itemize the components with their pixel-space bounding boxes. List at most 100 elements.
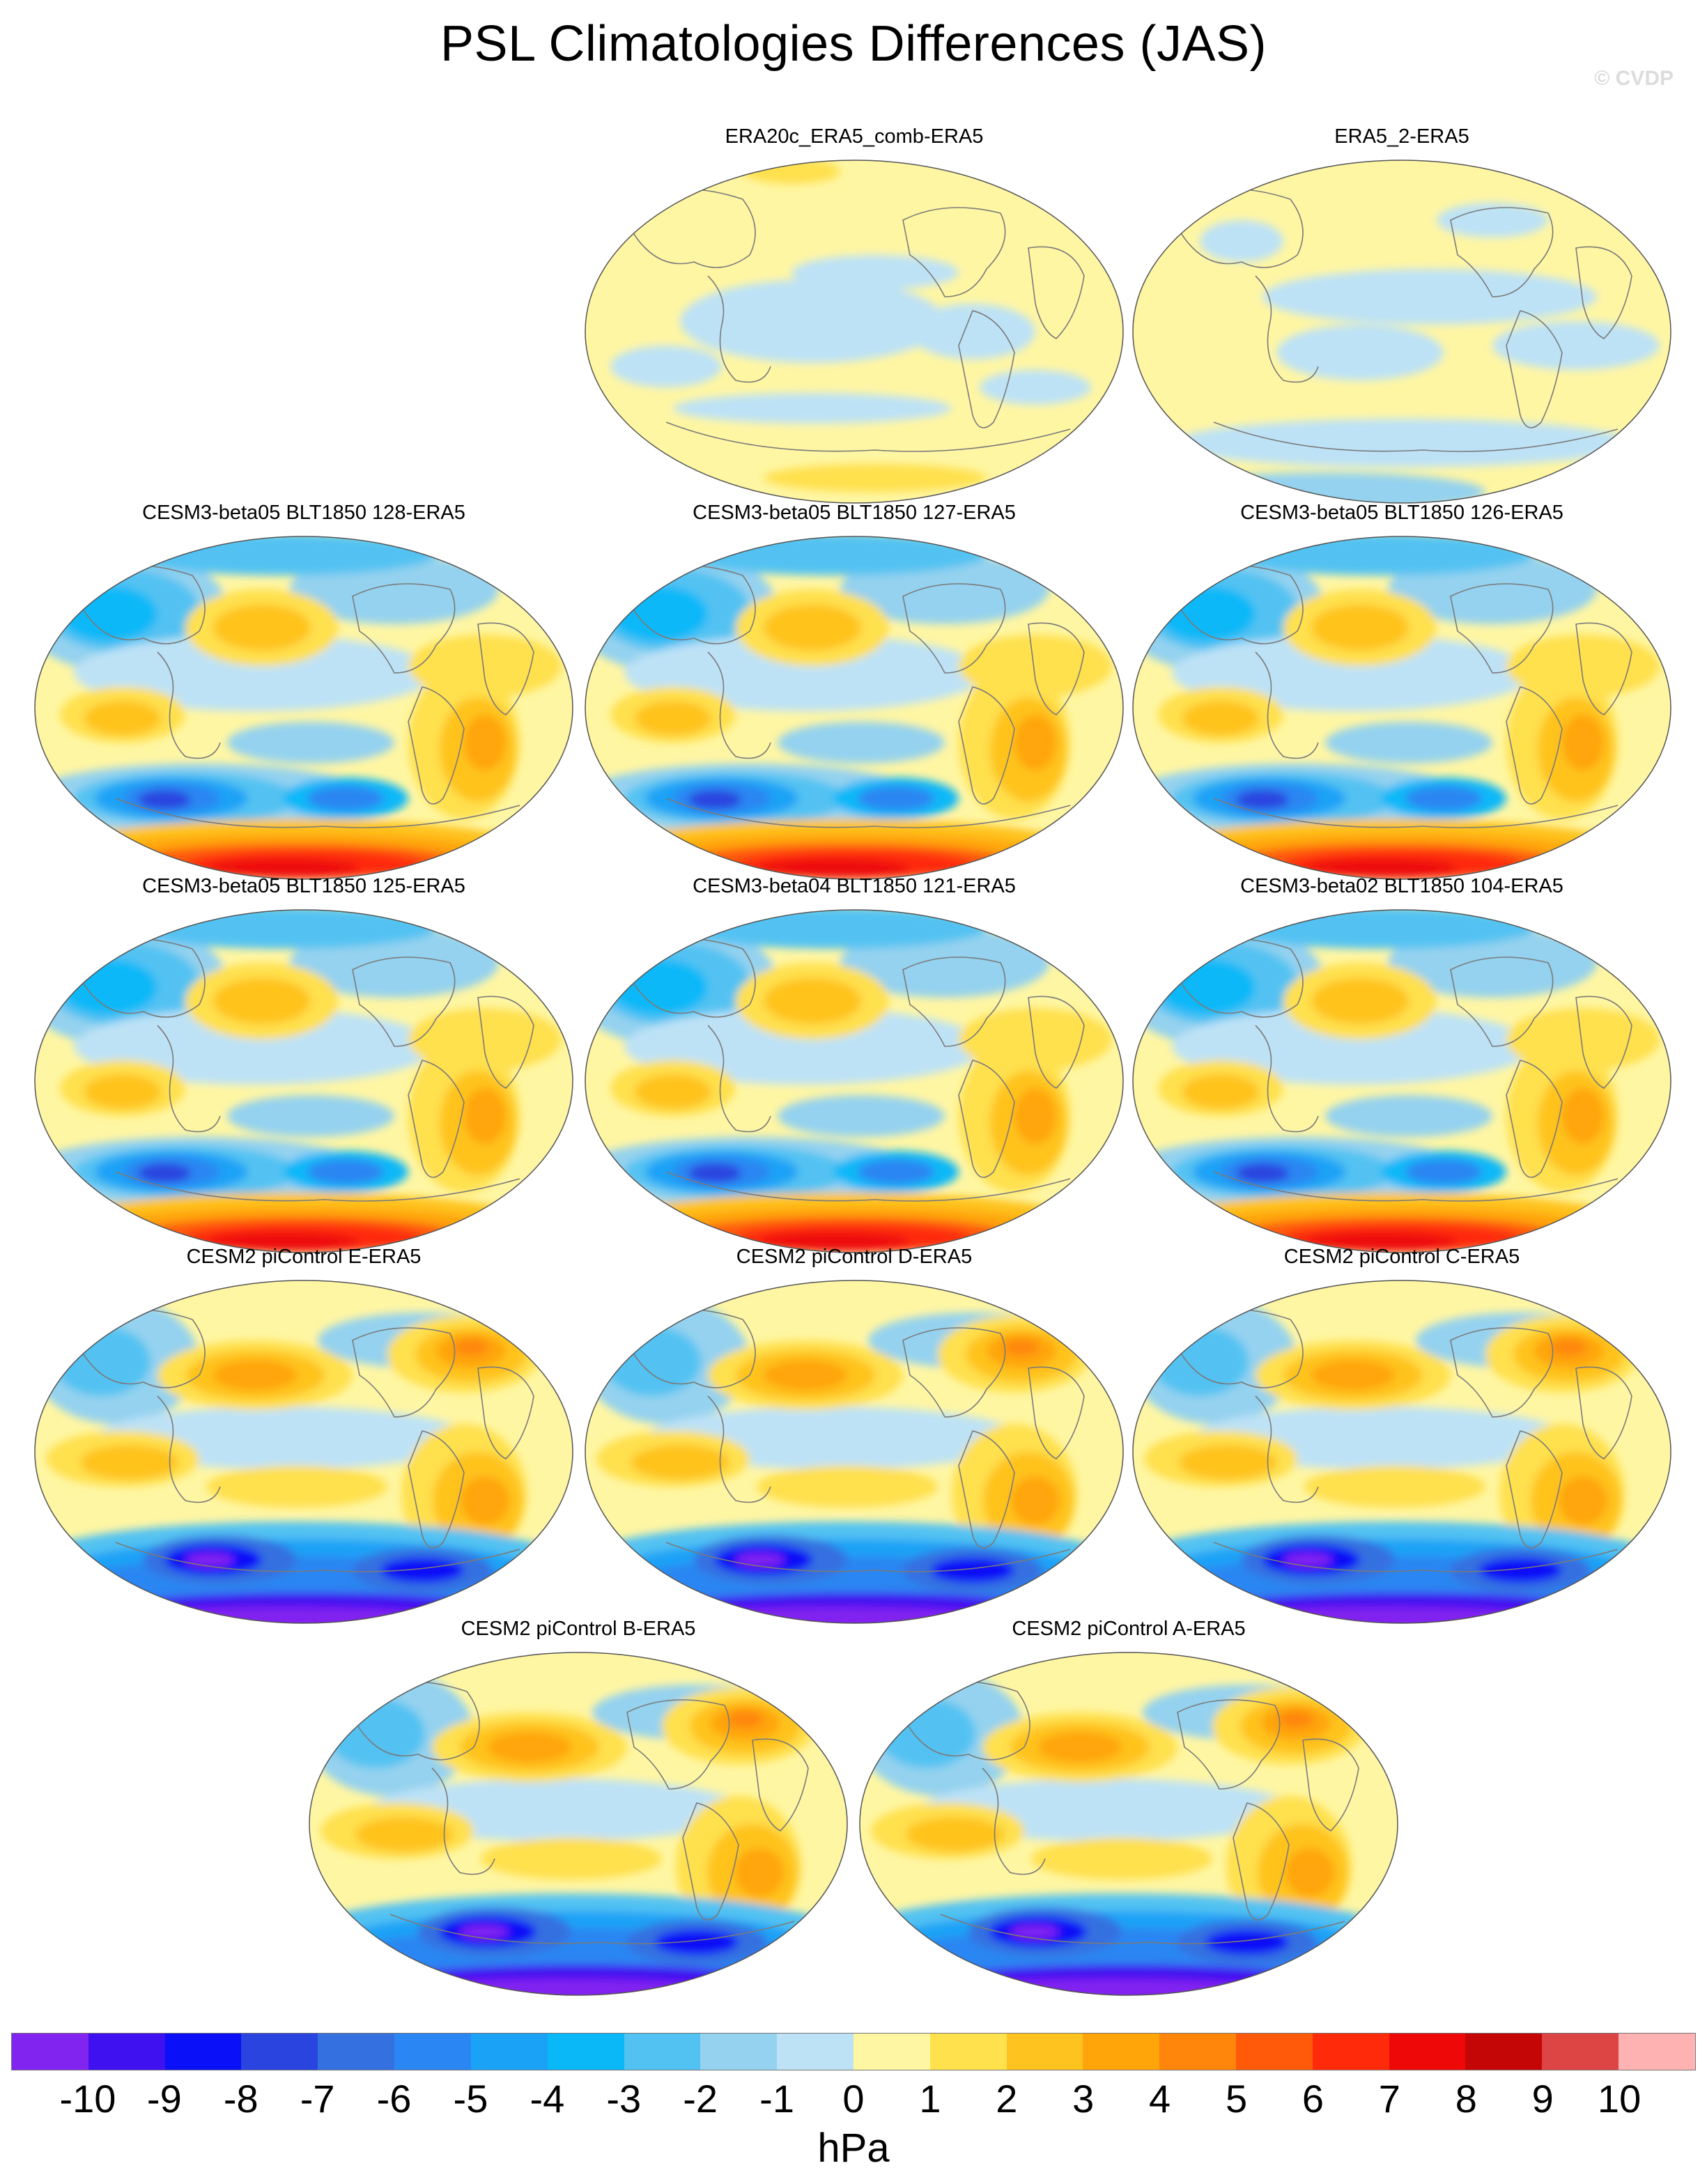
map-panel: CESM3-beta05 BLT1850 125-ERA5 [32, 875, 576, 1253]
world-map [34, 536, 573, 880]
anomaly-contour [227, 1095, 394, 1137]
panel-title: CESM3-beta04 BLT1850 121-ERA5 [693, 875, 1016, 897]
coastline [1255, 651, 1319, 759]
anomaly-contour [1038, 1732, 1122, 1763]
colorbar-tick-label: -4 [530, 2077, 565, 2121]
anomaly-contour [778, 1095, 945, 1137]
colorbar-box [12, 2034, 88, 2070]
coastline [902, 583, 1006, 674]
coastline [408, 1060, 465, 1178]
coastline [902, 207, 1006, 297]
coastline [1575, 246, 1632, 339]
figure-title: PSL Climatologies Differences (JAS) [440, 16, 1267, 72]
coastline [1302, 1738, 1359, 1831]
anomaly-contour [931, 1558, 1014, 1583]
colorbar-box [1312, 2034, 1389, 2070]
anomaly-contour [1325, 722, 1492, 764]
anomaly-contour [1437, 203, 1548, 238]
coastline [958, 1430, 1015, 1549]
coastline [1575, 1366, 1632, 1459]
map-panel: ERA5_2-ERA5 [1130, 125, 1674, 504]
panel-title: CESM2 piControl C-ERA5 [1283, 1246, 1520, 1268]
colorbar-box [929, 2034, 1007, 2070]
anomaly-contour [728, 1711, 763, 1728]
anomaly-contour [680, 536, 987, 575]
anomaly-contour [461, 1476, 509, 1525]
map-panel: ERA20c_ERA5_comb-ERA5 [582, 125, 1126, 504]
coastline [115, 1171, 520, 1202]
coastline [707, 651, 771, 759]
anomaly-contour [1205, 1930, 1289, 1955]
anomaly-contour [1405, 786, 1482, 811]
colorbar-box [1619, 2034, 1695, 2070]
map-outline [859, 1652, 1398, 1996]
coastline [1506, 310, 1563, 428]
anomaly-contour [454, 1339, 488, 1356]
colorbar-box [394, 2034, 471, 2070]
colorbar-tick-label: 3 [1072, 2077, 1095, 2121]
anomaly-contour [757, 858, 910, 878]
anomaly-contour [736, 1553, 785, 1567]
anomaly-contour [1158, 586, 1256, 642]
anomaly-contour [680, 910, 987, 949]
anomaly-contour [1158, 959, 1256, 1015]
anomaly-contour [1031, 1838, 1212, 1880]
coastline [1028, 1366, 1085, 1459]
colorbar-box [777, 2034, 854, 2070]
coastline [389, 1914, 795, 1944]
map-outline [585, 909, 1124, 1253]
colorbar-box [700, 2034, 778, 2070]
map-outline [34, 536, 573, 880]
anomaly-contour [1151, 1326, 1249, 1396]
anomaly-contour [1283, 1553, 1332, 1567]
anomaly-contour [858, 786, 934, 811]
anomaly-contour [1236, 790, 1289, 810]
colorbar-box [164, 2034, 242, 2070]
colorbar-tick-label: -1 [759, 2077, 794, 2121]
anomaly-contour [227, 722, 394, 764]
world-map [859, 1652, 1398, 1996]
anomaly-contour [1172, 635, 1534, 711]
coastline [682, 1802, 739, 1921]
anomaly-contour [1014, 1088, 1056, 1144]
world-map [34, 909, 573, 1253]
anomaly-contour [1279, 1711, 1313, 1728]
coastline [115, 798, 520, 828]
colorbar-tick-label: 2 [996, 2077, 1018, 2121]
world-map [585, 536, 1124, 880]
colorbar-ticks: -10 -9 -8 -7 -6 -5 -4 -3 -2 -1 0 1 2 3 4 5 6 7 8 9 10 [0, 2076, 1707, 2125]
anomaly-contour [980, 370, 1091, 405]
anomaly-contour [757, 1232, 910, 1251]
panel-title: CESM2 piControl E-ERA5 [186, 1246, 422, 1268]
coastline [707, 1395, 771, 1503]
panel-title: CESM3-beta05 BLT1850 125-ERA5 [142, 875, 465, 897]
coastline [902, 1327, 1006, 1418]
world-map [34, 1280, 573, 1624]
map-outline [1132, 160, 1671, 504]
anomaly-contour [610, 346, 722, 387]
anomaly-contour [74, 635, 436, 711]
coastline [707, 1025, 771, 1133]
colorbar-box [547, 2034, 624, 2070]
anomaly-contour [1304, 858, 1458, 878]
map-outline [34, 1280, 573, 1624]
anomaly-contour [355, 1817, 453, 1852]
anomaly-contour [213, 605, 311, 651]
anomaly-contour [488, 1732, 571, 1763]
coastline [940, 1914, 1345, 1944]
coastline [1506, 1060, 1563, 1178]
anomaly-contour [610, 586, 708, 642]
colorbar-tick-label: -9 [146, 2077, 182, 2121]
anomaly-contour [380, 1558, 464, 1583]
coastline [115, 1542, 520, 1572]
map-panel: CESM3-beta05 BLT1850 126-ERA5 [1130, 502, 1674, 880]
colorbar-box [853, 2034, 930, 2070]
anomaly-contour [688, 1163, 741, 1183]
coastline [665, 1542, 1071, 1572]
coastline [902, 957, 1006, 1047]
anomaly-contour [1182, 1074, 1259, 1109]
anomaly-contour [680, 279, 945, 363]
coastline [1213, 1171, 1619, 1202]
anomaly-contour [910, 304, 1035, 359]
anomaly-contour [1276, 325, 1444, 380]
